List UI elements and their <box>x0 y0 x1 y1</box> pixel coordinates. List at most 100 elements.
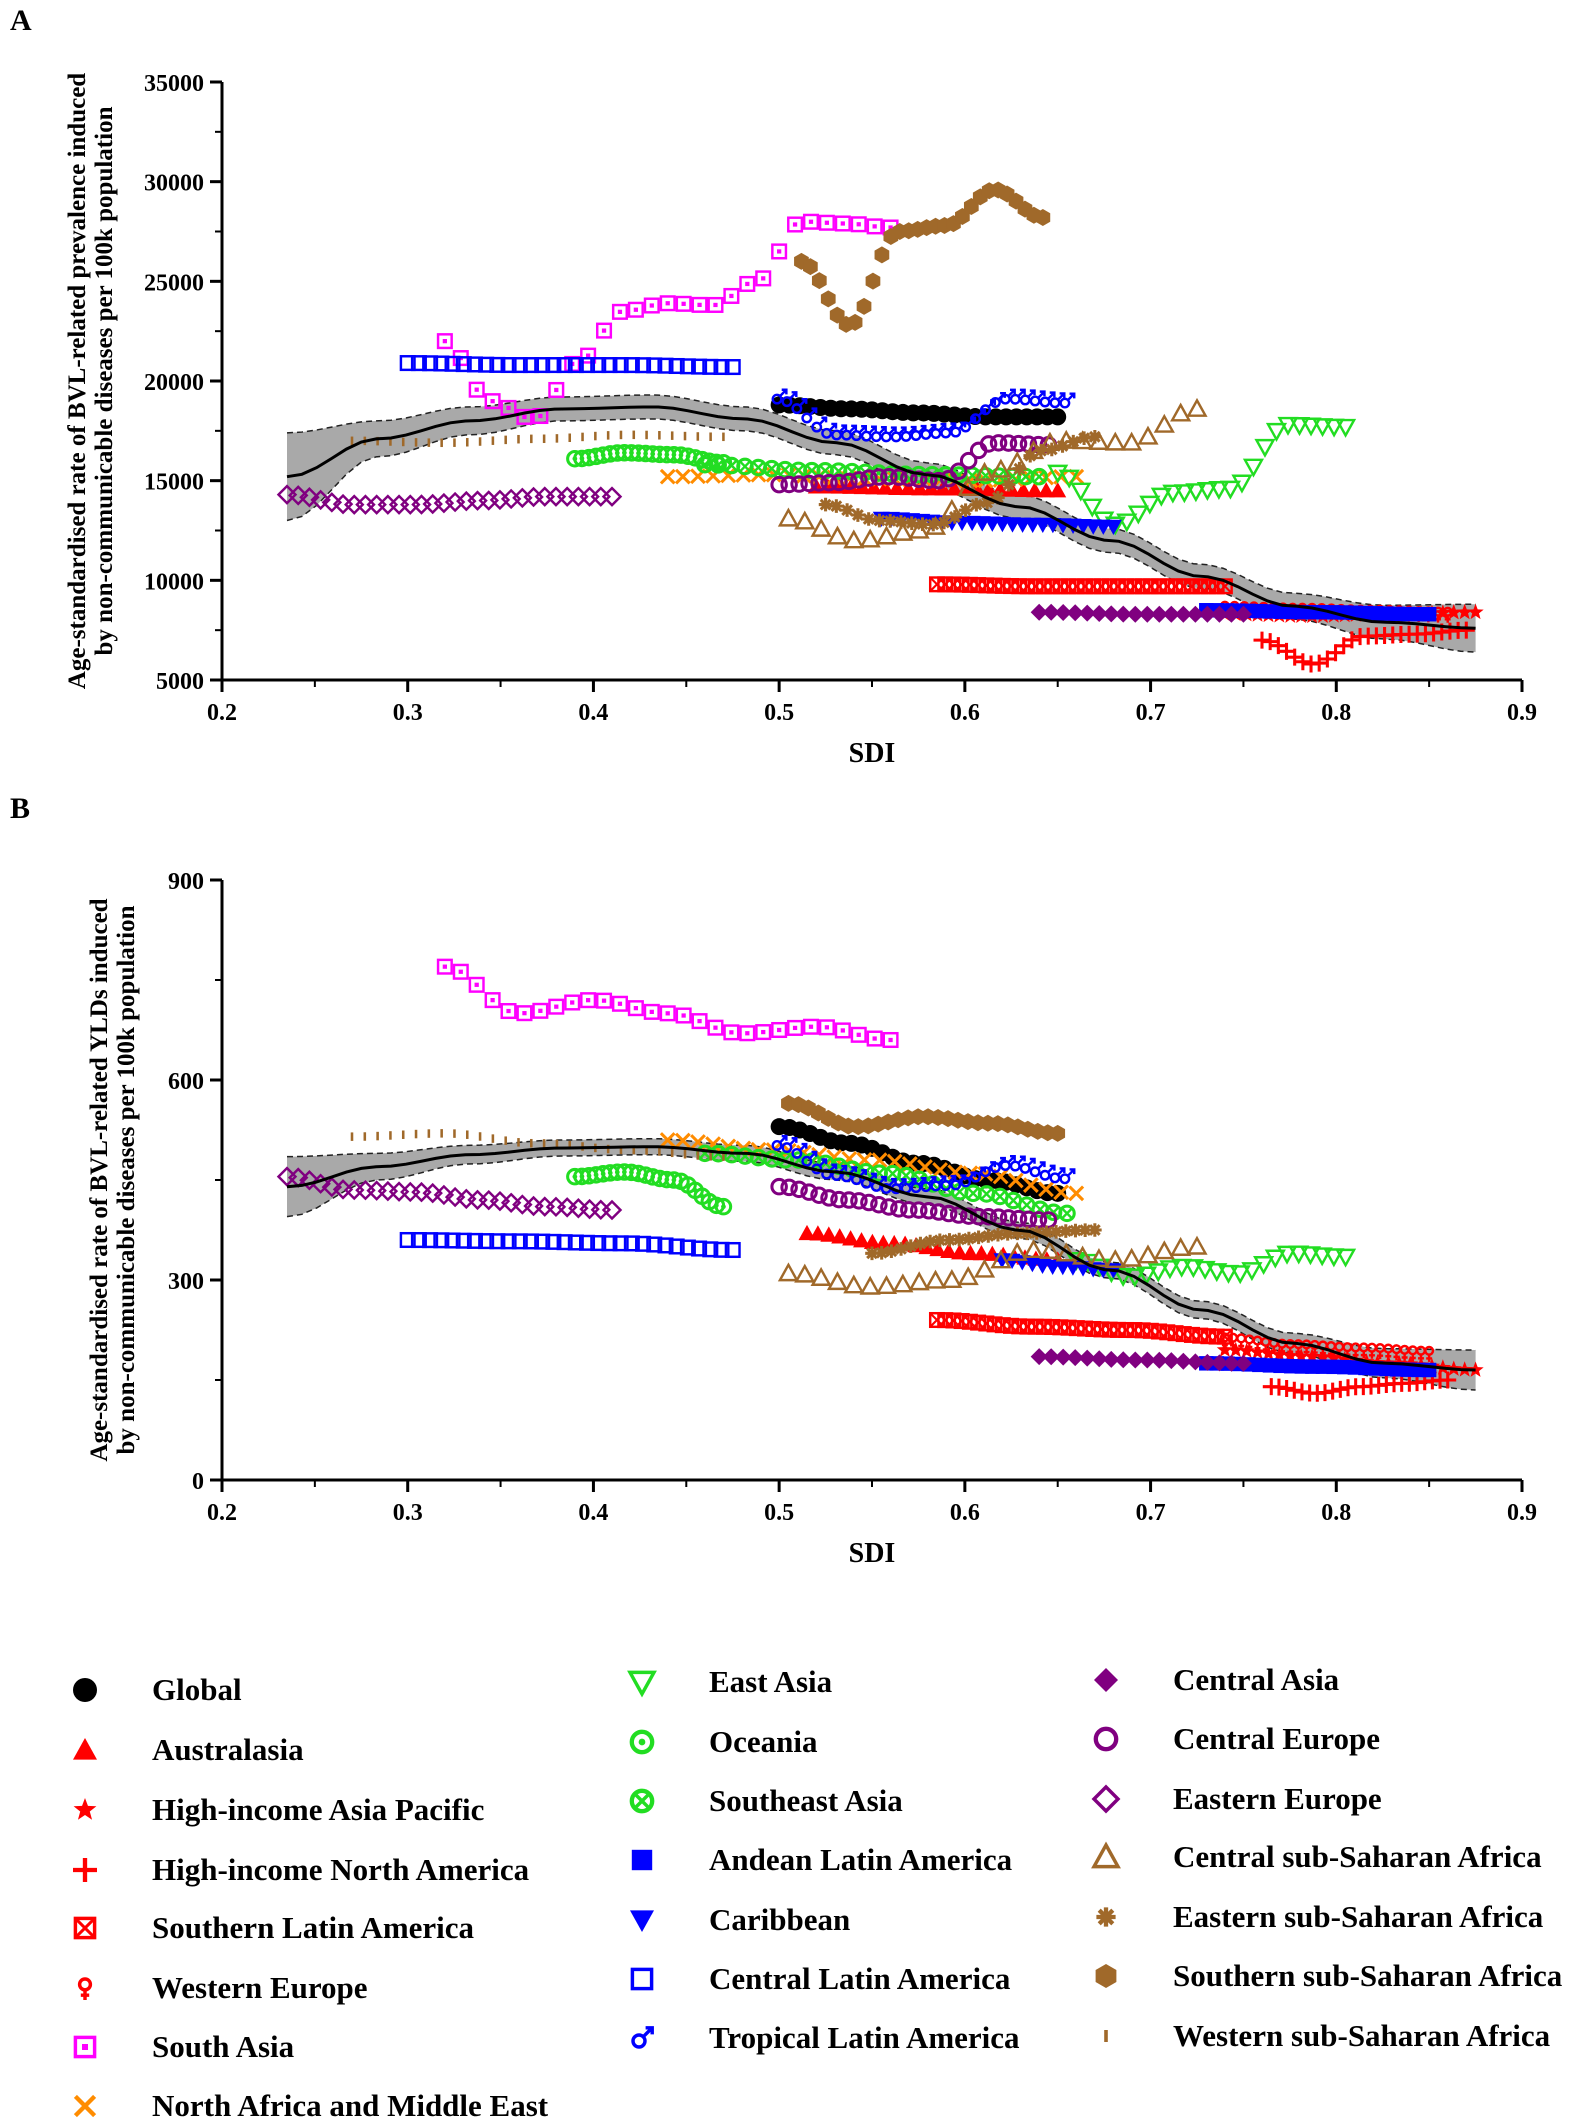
point-high-income-north-america <box>1261 633 1279 651</box>
point-andean-latin-america <box>1421 606 1437 622</box>
legend-icon-south-asia <box>73 2035 97 2059</box>
point-central-sub-saharan-africa <box>826 1271 849 1291</box>
point-south-asia <box>818 1019 835 1036</box>
point-eastern-europe <box>590 1199 612 1220</box>
point-central-latin-america <box>522 357 540 374</box>
x-tick-label: 0.4 <box>578 700 608 726</box>
legend-icon-east-asia <box>627 1670 657 1698</box>
point-central-europe <box>790 475 808 493</box>
point-eastern-europe <box>321 1176 343 1198</box>
point-eastern-sub-saharan-africa <box>1044 442 1059 457</box>
series-eastern-sub-saharan-africa <box>865 1223 1102 1261</box>
point-high-income-asia-pacific <box>1467 603 1484 620</box>
point-south-asia <box>596 992 613 1009</box>
point-east-asia <box>1208 480 1230 501</box>
point-high-income-north-america <box>1294 653 1312 671</box>
legend-item-western-ssa: Western sub-Saharan Africa <box>1089 2016 1550 2056</box>
point-east-asia <box>1264 1249 1286 1269</box>
point-eastern-sub-saharan-africa <box>991 1227 1005 1242</box>
y-tick-label: 600 <box>168 1069 204 1095</box>
legend-label: Global <box>152 1672 242 1707</box>
point-central-europe <box>800 1183 818 1201</box>
point-central-asia <box>1174 1352 1192 1370</box>
point-central-asia <box>1054 1348 1072 1366</box>
point-central-sub-saharan-africa <box>1170 1236 1192 1256</box>
point-east-asia <box>1182 1259 1204 1279</box>
point-central-latin-america <box>623 357 640 374</box>
legend-item-central-asia: Central Asia <box>1089 1660 1339 1700</box>
point-eastern-sub-saharan-africa <box>981 1229 996 1243</box>
point-australasia <box>951 1244 969 1260</box>
point-western-europe <box>1424 1345 1435 1362</box>
point-south-asia <box>882 1031 899 1049</box>
legend-item-oceania: Oceania <box>625 1722 818 1762</box>
series-western-sub-saharan-africa <box>350 1129 725 1161</box>
point-central-europe <box>810 1186 828 1205</box>
point-high-income-asia-pacific <box>1271 1346 1288 1362</box>
legend-item-central-ssa: Central sub-Saharan Africa <box>1089 1837 1542 1877</box>
point-eastern-sub-saharan-africa <box>883 514 897 528</box>
point-tropical-latin-america <box>781 391 798 408</box>
point-central-asia <box>1126 605 1144 623</box>
legend-label: Central Asia <box>1173 1662 1340 1697</box>
point-central-europe <box>810 474 828 492</box>
point-south-asia <box>484 393 501 410</box>
y-axis-title-line2: by non-communicable diseases per 100k po… <box>113 905 140 1454</box>
point-australasia <box>972 1244 990 1261</box>
point-north-africa-and-middle-east <box>1068 1185 1085 1202</box>
point-east-asia <box>1253 1255 1275 1276</box>
legend-label: Western sub-Saharan Africa <box>1173 2018 1551 2053</box>
point-caribbean <box>1104 519 1122 536</box>
point-southern-sub-saharan-africa <box>803 258 818 276</box>
point-central-latin-america <box>511 357 528 374</box>
series-central-sub-saharan-africa <box>777 1235 1208 1295</box>
point-central-sub-saharan-africa <box>843 1274 865 1294</box>
point-east-asia <box>1162 484 1184 504</box>
point-central-sub-saharan-africa <box>941 1268 963 1289</box>
point-tropical-latin-america <box>801 407 818 424</box>
point-southern-sub-saharan-africa <box>820 290 836 308</box>
point-east-asia <box>1219 480 1242 500</box>
point-central-sub-saharan-africa <box>973 1258 996 1278</box>
point-eastern-sub-saharan-africa <box>894 515 908 529</box>
point-eastern-sub-saharan-africa <box>865 1246 879 1261</box>
point-western-sub-saharan-africa <box>440 1129 443 1138</box>
legend-icon-australasia <box>73 1738 97 1760</box>
point-central-asia <box>1138 605 1156 623</box>
point-tropical-latin-america <box>1009 388 1026 405</box>
point-central-europe <box>979 435 998 453</box>
y-tick-label: 0 <box>192 1469 204 1495</box>
point-south-asia <box>580 347 597 364</box>
legend-label: High-income Asia Pacific <box>152 1792 485 1827</box>
point-north-africa-and-middle-east <box>932 1162 948 1178</box>
point-east-asia <box>1277 416 1299 436</box>
point-east-asia <box>1173 484 1195 504</box>
point-central-latin-america <box>489 1233 506 1250</box>
point-central-europe <box>900 1201 918 1219</box>
point-eastern-europe <box>478 490 499 511</box>
point-south-asia <box>850 216 867 233</box>
point-southern-sub-saharan-africa <box>865 272 881 290</box>
legend-icon-eastern-sub-saharan-africa <box>1096 1907 1116 1927</box>
point-central-europe <box>969 1207 988 1226</box>
point-central-latin-america <box>612 357 629 374</box>
point-central-latin-america <box>635 1235 652 1252</box>
point-western-sub-saharan-africa <box>491 436 495 445</box>
point-western-sub-saharan-africa <box>606 431 610 440</box>
series-east-asia <box>1047 416 1357 536</box>
x-tick-label: 0.9 <box>1507 700 1537 726</box>
point-central-asia <box>1042 1348 1060 1366</box>
point-eastern-europe <box>344 494 365 515</box>
point-central-latin-america <box>466 1232 483 1249</box>
point-central-asia <box>1102 605 1120 623</box>
point-western-sub-saharan-africa <box>504 1136 507 1145</box>
point-western-sub-saharan-africa <box>350 1132 354 1141</box>
legend-icon-southern-sub-saharan-africa <box>1095 1964 1117 1988</box>
point-western-sub-saharan-africa <box>658 1147 661 1156</box>
point-north-africa-and-middle-east <box>1007 1172 1024 1189</box>
point-western-europe <box>1227 1332 1239 1349</box>
point-north-africa-and-middle-east <box>1053 1184 1070 1201</box>
legend-label: Caribbean <box>709 1902 851 1937</box>
point-east-asia <box>1081 498 1103 518</box>
point-tropical-latin-america <box>890 426 907 443</box>
